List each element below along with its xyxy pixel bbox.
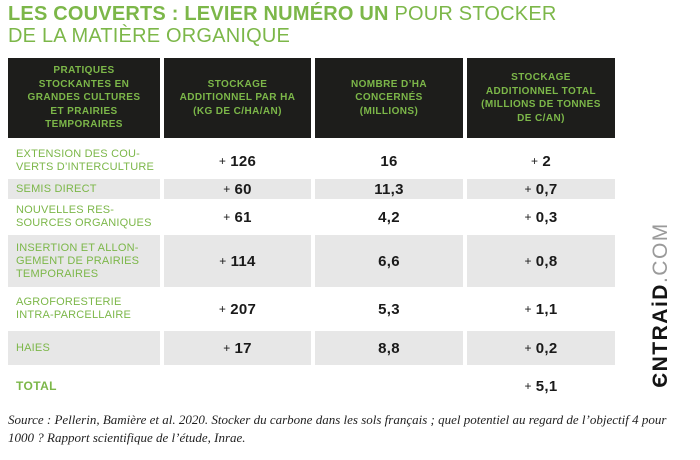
value-number: 0,7 <box>535 180 558 198</box>
data-table: PRATIQUES STOCKANTES EN GRANDES CULTURES… <box>8 58 615 402</box>
page-title-bold: LES COUVERTS : LEVIER NUMÉRO UN <box>8 3 389 25</box>
value-ha: 6,6 <box>315 235 463 287</box>
entraid-logo: ЄNTRAiD.COM <box>632 150 690 460</box>
page-title-line1: LES COUVERTS : LEVIER NUMÉRO UN POUR STO… <box>8 3 557 25</box>
value-number: 61 <box>234 208 252 226</box>
page-title: LES COUVERTS : LEVIER NUMÉRO UN POUR STO… <box>8 3 557 47</box>
plus-sign: + <box>223 341 231 355</box>
value-number: 0,8 <box>535 252 558 270</box>
value-ha: 16 <box>315 146 463 176</box>
row-label: AGROFORESTERIE INTRA-PARCELLAIRE <box>16 296 132 321</box>
page-title-line2: DE LA MATIÈRE ORGANIQUE <box>8 25 291 47</box>
table-row: EXTENSION DES COU- VERTS D’INTERCULTURE … <box>8 146 615 176</box>
plus-sign: + <box>223 210 231 224</box>
total-per-ha-empty <box>164 373 311 399</box>
table-row: HAIES +17 8,8 +0,2 <box>8 331 615 365</box>
plus-sign: + <box>524 182 532 196</box>
row-label: NOUVELLES RES- SOURCES ORGANIQUES <box>16 204 152 229</box>
value-number: 5,3 <box>378 300 400 318</box>
value-ha: 11,3 <box>315 179 463 199</box>
value-total: +0,8 <box>467 235 615 287</box>
plus-sign: + <box>531 154 539 168</box>
table-row: AGROFORESTERIE INTRA-PARCELLAIRE +207 5,… <box>8 290 615 328</box>
total-value: +5,1 <box>467 373 615 399</box>
page-title-regular: POUR STOCKER <box>388 3 557 25</box>
brand-tld: .COM <box>649 222 672 284</box>
value-number: 0,2 <box>535 339 558 357</box>
value-number: 1,1 <box>535 300 558 318</box>
value-per-ha: +207 <box>164 290 311 328</box>
value-number: 6,6 <box>378 252 400 270</box>
row-label: HAIES <box>8 331 160 365</box>
table-header-row: PRATIQUES STOCKANTES EN GRANDES CULTURES… <box>8 58 615 138</box>
value-ha: 8,8 <box>315 331 463 365</box>
value-total: +0,7 <box>467 179 615 199</box>
plus-sign: + <box>218 154 227 168</box>
header-nombre-ha: NOMBRE D’HA CONCERNÉS (MILLIONS) <box>315 58 463 138</box>
brand-name: ЄNTRAiD <box>649 283 672 388</box>
plus-sign: + <box>524 210 532 224</box>
plus-sign: + <box>524 341 532 355</box>
plus-sign: + <box>219 254 227 268</box>
value-number: 16 <box>380 152 398 170</box>
value-number: 207 <box>230 300 257 318</box>
table-row: SEMIS DIRECT +60 11,3 +0,7 <box>8 179 615 199</box>
table-row: INSERTION ET ALLON- GEMENT DE PRAIRIES T… <box>8 235 615 287</box>
value-number: 60 <box>234 180 252 198</box>
value-number: 11,3 <box>374 180 404 198</box>
value-number: 2 <box>542 152 551 170</box>
value-number: 8,8 <box>378 339 400 357</box>
value-number: 126 <box>230 152 257 170</box>
value-number: 5,1 <box>535 377 558 395</box>
total-label: TOTAL <box>16 379 57 393</box>
value-number: 4,2 <box>378 208 400 226</box>
header-pratiques: PRATIQUES STOCKANTES EN GRANDES CULTURES… <box>8 58 160 138</box>
value-per-ha: +114 <box>164 235 311 287</box>
value-total: +1,1 <box>467 290 615 328</box>
value-per-ha: +17 <box>164 331 311 365</box>
source-citation: Source : Pellerin, Bamière et al. 2020. … <box>8 412 667 445</box>
header-stockage-par-ha: STOCKAGE ADDITIONNEL PAR HA (KG DE C/HA/… <box>164 58 311 138</box>
value-per-ha: +61 <box>164 202 311 232</box>
table-row: NOUVELLES RES- SOURCES ORGANIQUES +61 4,… <box>8 202 615 232</box>
value-total: +0,3 <box>467 202 615 232</box>
row-label: SEMIS DIRECT <box>8 179 160 199</box>
value-number: 0,3 <box>535 208 558 226</box>
value-per-ha: +126 <box>164 146 311 176</box>
value-per-ha: +60 <box>164 179 311 199</box>
total-ha-empty <box>315 373 463 399</box>
value-total: +0,2 <box>467 331 615 365</box>
entraid-logo-text: ЄNTRAiD.COM <box>649 222 673 388</box>
header-stockage-total: STOCKAGE ADDITIONNEL TOTAL (MILLIONS DE … <box>467 58 615 138</box>
value-number: 114 <box>230 252 256 270</box>
plus-sign: + <box>218 302 227 316</box>
plus-sign: + <box>524 254 532 268</box>
row-label: EXTENSION DES COU- VERTS D’INTERCULTURE <box>16 148 155 173</box>
value-total: +2 <box>467 146 615 176</box>
plus-sign: + <box>524 302 532 316</box>
value-ha: 4,2 <box>315 202 463 232</box>
row-label: INSERTION ET ALLON- GEMENT DE PRAIRIES T… <box>8 235 160 287</box>
table-total-row: TOTAL +5,1 <box>8 373 615 399</box>
value-number: 17 <box>234 339 252 357</box>
plus-sign: + <box>223 182 231 196</box>
plus-sign: + <box>524 379 532 393</box>
value-ha: 5,3 <box>315 290 463 328</box>
